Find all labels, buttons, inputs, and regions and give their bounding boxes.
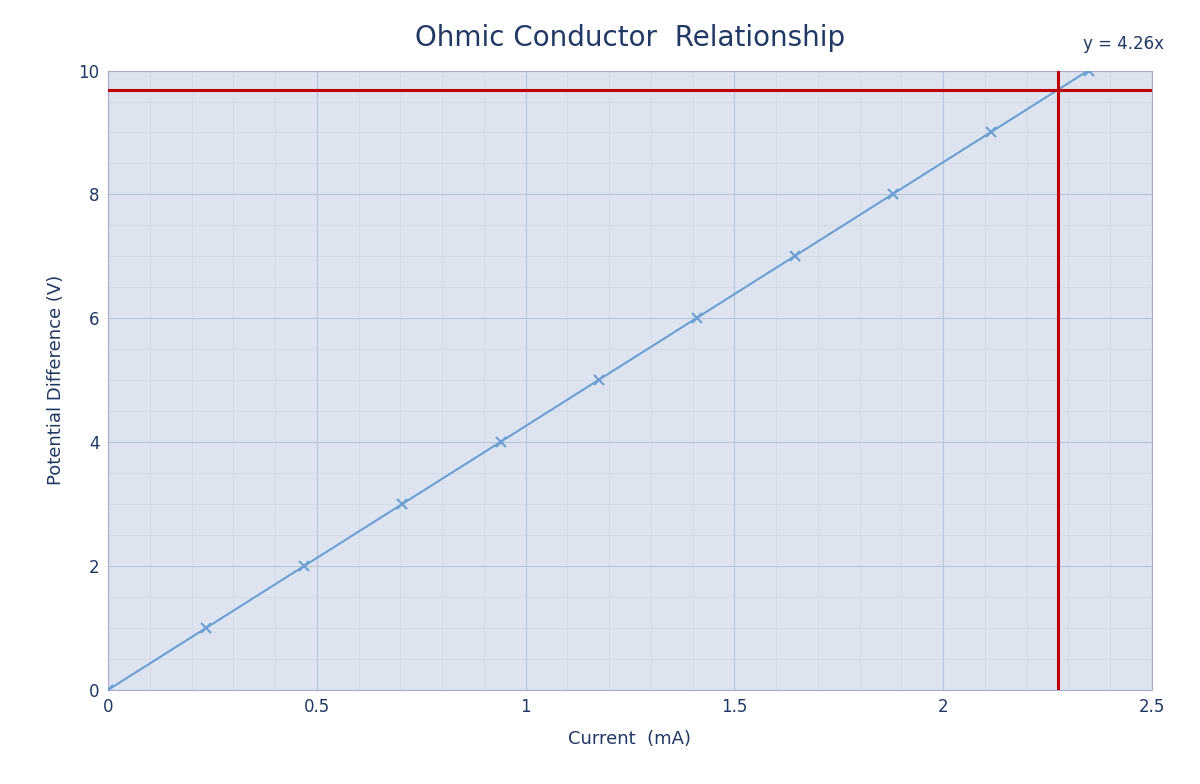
Title: Ohmic Conductor  Relationship: Ohmic Conductor Relationship xyxy=(415,24,845,52)
X-axis label: Current  (mA): Current (mA) xyxy=(569,730,691,748)
Y-axis label: Potential Difference (V): Potential Difference (V) xyxy=(47,275,65,485)
Text: y = 4.26x: y = 4.26x xyxy=(1084,35,1164,53)
